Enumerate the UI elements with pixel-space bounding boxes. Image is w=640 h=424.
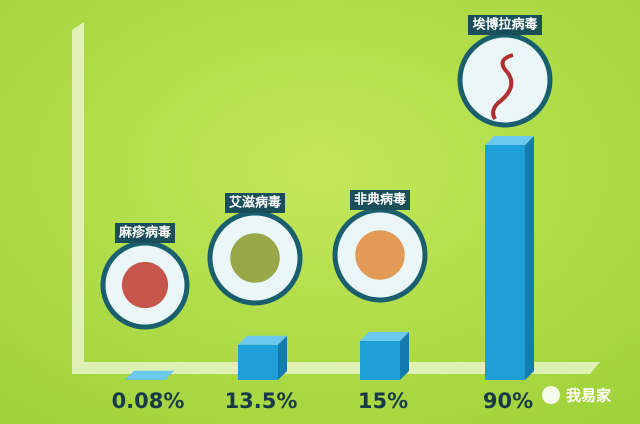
bar xyxy=(485,136,534,380)
watermark: 我易家 xyxy=(542,386,611,405)
virus-body xyxy=(355,230,405,280)
bar-front xyxy=(238,344,278,380)
category-box xyxy=(115,223,175,243)
category-label: 麻疹病毒 xyxy=(118,225,171,241)
watermark-text: 我易家 xyxy=(566,387,611,405)
bar-side xyxy=(400,331,409,380)
bar-side xyxy=(165,370,174,380)
virus-body xyxy=(491,53,514,121)
value-label: 15% xyxy=(358,389,408,413)
bar xyxy=(360,331,409,380)
bar xyxy=(125,370,174,380)
value-label: 13.5% xyxy=(225,389,298,413)
bar-top xyxy=(485,136,534,145)
category-label: 艾滋病毒 xyxy=(229,195,281,211)
bar-top xyxy=(238,335,287,345)
category-label: 埃博拉病毒 xyxy=(472,17,537,33)
category-box xyxy=(225,193,285,213)
category-box xyxy=(350,190,410,210)
bar xyxy=(238,335,287,380)
value-label: 0.08% xyxy=(112,389,185,413)
bar-top xyxy=(125,370,174,380)
bar-front xyxy=(485,145,525,380)
virus-body xyxy=(121,261,169,309)
bar-side xyxy=(525,136,534,380)
category-label: 非典病毒 xyxy=(354,192,406,208)
bar-side xyxy=(278,335,287,380)
bar-front xyxy=(360,340,400,380)
virus-body xyxy=(230,233,280,283)
value-label: 90% xyxy=(483,389,533,413)
bar-top xyxy=(360,331,409,341)
category-box xyxy=(468,15,542,35)
